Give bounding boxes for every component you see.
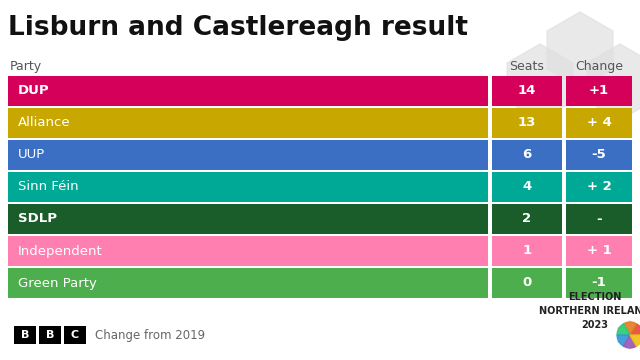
Polygon shape bbox=[547, 12, 613, 88]
Text: 13: 13 bbox=[518, 117, 536, 130]
Text: 0: 0 bbox=[522, 276, 532, 289]
Bar bbox=[566, 172, 632, 202]
Polygon shape bbox=[618, 321, 640, 349]
Bar bbox=[566, 140, 632, 170]
Text: Alliance: Alliance bbox=[18, 117, 70, 130]
Polygon shape bbox=[617, 324, 630, 335]
Bar bbox=[566, 204, 632, 234]
Polygon shape bbox=[507, 44, 573, 120]
Text: Sinn Féin: Sinn Féin bbox=[18, 180, 79, 194]
Text: 1: 1 bbox=[522, 244, 532, 257]
Bar bbox=[8, 204, 488, 234]
Bar bbox=[8, 76, 488, 106]
Text: B: B bbox=[46, 330, 54, 340]
Text: +1: +1 bbox=[589, 85, 609, 98]
Text: + 1: + 1 bbox=[587, 244, 611, 257]
Text: B: B bbox=[21, 330, 29, 340]
Bar bbox=[492, 204, 562, 234]
Bar bbox=[492, 236, 562, 266]
Text: Green Party: Green Party bbox=[18, 276, 97, 289]
Bar bbox=[566, 108, 632, 138]
Bar bbox=[566, 76, 632, 106]
Bar bbox=[492, 140, 562, 170]
Text: -5: -5 bbox=[591, 148, 606, 162]
Polygon shape bbox=[630, 335, 640, 346]
Text: + 2: + 2 bbox=[587, 180, 611, 194]
Bar bbox=[8, 172, 488, 202]
Text: + 4: + 4 bbox=[587, 117, 611, 130]
Text: C: C bbox=[71, 330, 79, 340]
Text: ELECTION
NORTHERN IRELAND
2023: ELECTION NORTHERN IRELAND 2023 bbox=[540, 292, 640, 330]
Text: -1: -1 bbox=[591, 276, 606, 289]
Bar bbox=[14, 326, 36, 344]
Text: Independent: Independent bbox=[18, 244, 103, 257]
Bar bbox=[64, 326, 86, 344]
Bar bbox=[8, 268, 488, 298]
Text: 6: 6 bbox=[522, 148, 532, 162]
Polygon shape bbox=[617, 335, 630, 346]
Bar bbox=[8, 236, 488, 266]
Text: Change from 2019: Change from 2019 bbox=[95, 328, 205, 342]
Polygon shape bbox=[623, 322, 637, 335]
Bar bbox=[8, 108, 488, 138]
Bar bbox=[492, 76, 562, 106]
Text: 2: 2 bbox=[522, 212, 532, 225]
Text: Seats: Seats bbox=[509, 60, 545, 73]
Bar bbox=[492, 108, 562, 138]
Bar bbox=[39, 326, 61, 344]
Text: 14: 14 bbox=[518, 85, 536, 98]
Polygon shape bbox=[630, 324, 640, 335]
Text: Lisburn and Castlereagh result: Lisburn and Castlereagh result bbox=[8, 15, 468, 41]
Bar bbox=[492, 172, 562, 202]
Text: 4: 4 bbox=[522, 180, 532, 194]
Text: UUP: UUP bbox=[18, 148, 45, 162]
Text: DUP: DUP bbox=[18, 85, 50, 98]
Text: SDLP: SDLP bbox=[18, 212, 57, 225]
Text: Party: Party bbox=[10, 60, 42, 73]
Polygon shape bbox=[623, 335, 637, 348]
Text: -: - bbox=[596, 212, 602, 225]
Text: Change: Change bbox=[575, 60, 623, 73]
Bar bbox=[8, 140, 488, 170]
Bar bbox=[492, 268, 562, 298]
Polygon shape bbox=[587, 44, 640, 120]
Bar bbox=[566, 236, 632, 266]
Bar bbox=[566, 268, 632, 298]
